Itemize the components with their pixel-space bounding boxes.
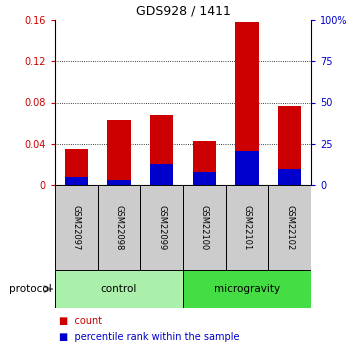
Bar (278, 106, 301, 185)
Bar (150, 115, 173, 185)
Bar (107, 120, 131, 185)
Text: GSM22097: GSM22097 (72, 205, 81, 250)
Bar (65, 149, 88, 185)
Bar (65, 177, 88, 185)
Text: control: control (101, 284, 137, 294)
Bar (55, 185, 98, 270)
Bar (55, 270, 183, 308)
Bar (183, 185, 226, 270)
Bar (183, 270, 311, 308)
Bar (235, 151, 259, 185)
Text: GSM22098: GSM22098 (114, 205, 123, 250)
Bar (278, 168, 301, 185)
Bar (98, 185, 140, 270)
Text: microgravity: microgravity (214, 284, 280, 294)
Bar (193, 141, 216, 185)
Bar (150, 164, 173, 185)
Text: protocol: protocol (9, 284, 51, 294)
Text: GSM22100: GSM22100 (200, 205, 209, 250)
Title: GDS928 / 1411: GDS928 / 1411 (136, 4, 230, 18)
Text: GSM22099: GSM22099 (157, 205, 166, 250)
Bar (235, 22, 259, 185)
Text: GSM22102: GSM22102 (285, 205, 294, 250)
Text: GSM22101: GSM22101 (243, 205, 252, 250)
Bar (193, 171, 216, 185)
Bar (140, 185, 183, 270)
Bar (107, 180, 131, 185)
Text: ■  count: ■ count (58, 316, 102, 326)
Bar (226, 185, 268, 270)
Text: ■  percentile rank within the sample: ■ percentile rank within the sample (58, 332, 239, 342)
Bar (268, 185, 311, 270)
